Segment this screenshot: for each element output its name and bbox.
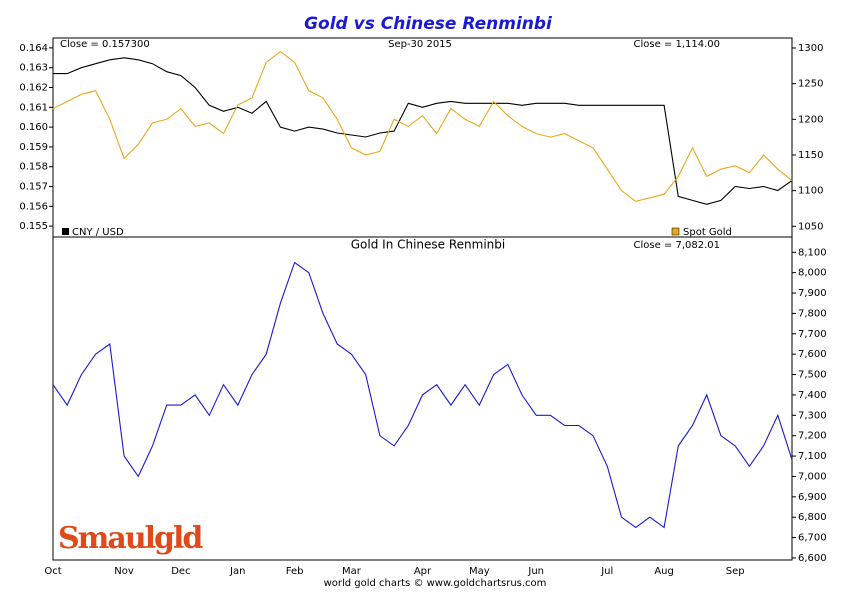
y2-tick-label: 1150 <box>798 150 823 161</box>
y2-tick-label: 1300 <box>798 43 823 54</box>
x-tick-label: Jun <box>527 566 544 577</box>
y-tick-label: 0.161 <box>19 102 48 113</box>
x-tick-label: Feb <box>286 566 304 577</box>
y2-tick-label: 1050 <box>798 221 823 232</box>
annotation: Close = 0.157300 <box>60 39 150 50</box>
y-tick-label: 0.155 <box>19 221 48 232</box>
series-line <box>52 50 793 202</box>
y2-tick-label: 7,000 <box>798 471 827 482</box>
y2-tick-label: 8,100 <box>798 247 827 258</box>
y2-tick-label: 8,000 <box>798 268 827 279</box>
legend-label: Spot Gold <box>683 227 732 238</box>
y-tick-label: 0.156 <box>19 201 48 212</box>
y2-tick-label: 7,400 <box>798 390 827 401</box>
y2-tick-label: 6,600 <box>798 553 827 564</box>
x-tick-label: Sep <box>726 566 745 577</box>
y2-tick-label: 7,900 <box>798 288 827 299</box>
annotation: Sep-30 2015 <box>388 39 452 50</box>
chart-title: Gold vs Chinese Renminbi <box>304 14 553 34</box>
y-tick-label: 0.164 <box>19 43 48 54</box>
y2-tick-label: 6,800 <box>798 512 827 523</box>
y-tick-label: 0.159 <box>19 142 48 153</box>
y2-tick-label: 1200 <box>798 114 823 125</box>
legend-swatch <box>62 228 69 235</box>
y2-tick-label: 7,200 <box>798 431 827 442</box>
x-tick-label: Oct <box>44 566 61 577</box>
footer: world gold charts © www.goldchartsrus.co… <box>324 578 547 589</box>
y2-tick-label: 1250 <box>798 79 823 90</box>
y-tick-label: 0.158 <box>19 162 48 173</box>
x-tick-label: Nov <box>114 566 134 577</box>
y2-tick-label: 7,300 <box>798 410 827 421</box>
legend-swatch <box>671 227 680 236</box>
y2-tick-label: 6,700 <box>798 533 827 544</box>
y2-tick-label: 7,600 <box>798 349 827 360</box>
y2-tick-label: 6,900 <box>798 492 827 503</box>
x-tick-label: May <box>469 566 490 577</box>
y2-tick-label: 7,700 <box>798 329 827 340</box>
y2-tick-label: 7,500 <box>798 370 827 381</box>
y2-tick-label: 1100 <box>798 186 823 197</box>
legend-label: CNY / USD <box>72 227 124 238</box>
y2-tick-label: 7,800 <box>798 308 827 319</box>
x-tick-label: Dec <box>171 566 190 577</box>
x-tick-label: Aug <box>654 566 674 577</box>
x-tick-label: Jan <box>229 566 245 577</box>
annotation: Close = 1,114.00 <box>633 39 720 50</box>
y-tick-label: 0.160 <box>19 122 48 133</box>
y-tick-label: 0.157 <box>19 182 48 193</box>
x-tick-label: Mar <box>342 566 362 577</box>
y2-tick-label: 7,100 <box>798 451 827 462</box>
x-tick-label: Apr <box>414 566 432 577</box>
plot-frame <box>52 37 793 561</box>
series-line <box>52 261 793 529</box>
panel-title: Gold In Chinese Renminbi <box>351 238 506 252</box>
y-tick-label: 0.162 <box>19 83 48 94</box>
annotation: Close = 7,082.01 <box>633 240 720 251</box>
y-tick-label: 0.163 <box>19 63 48 74</box>
series-line <box>53 57 793 205</box>
logo: Smaulgld <box>58 521 203 556</box>
x-tick-label: Jul <box>600 566 613 577</box>
